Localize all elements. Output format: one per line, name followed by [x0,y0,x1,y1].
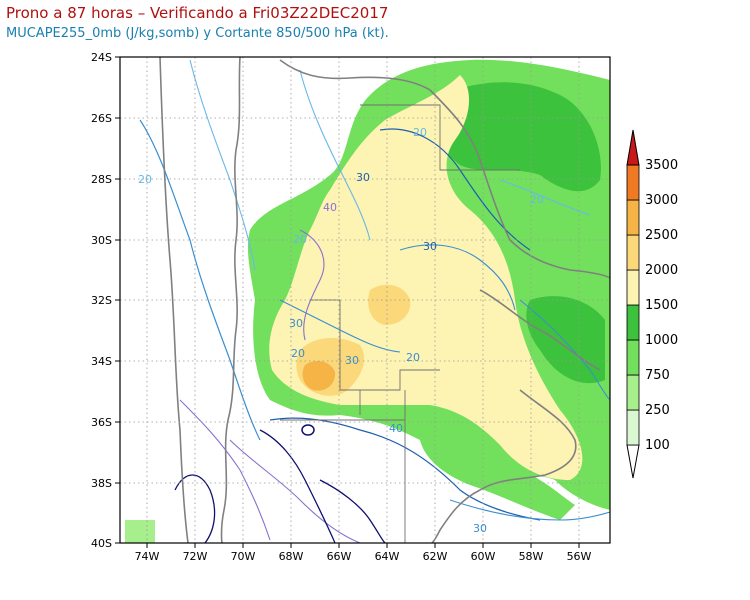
colorbar-label: 2000 [645,263,678,278]
map-title: Prono a 87 horas – Verificando a Fri03Z2… [6,4,389,22]
shear-contour-purple-3 [229,439,361,543]
colorbar-label: 1000 [645,333,678,348]
cape-region-green-south [420,440,575,520]
lon-label: 58W [519,550,544,563]
colorbar-labels: 100 250 750 1000 1500 2000 2500 3000 350… [645,158,678,453]
axis-ticks [115,56,580,548]
colorbar-label: 3500 [645,158,678,173]
contour-label: 20 [413,126,427,139]
shear-contour-navy-3 [319,479,386,543]
lat-label: 28S [91,173,112,186]
coast-chile [159,57,189,543]
colorbar-label: 3000 [645,193,678,208]
lat-label: 38S [91,477,112,490]
contour-label: 30 [289,317,303,330]
colorbar-swatch-750 [626,339,640,376]
lat-label: 30S [91,234,112,247]
lat-label: 32S [91,294,112,307]
colorbar-swatch-3000 [626,164,640,201]
border-north [279,59,431,91]
province-line-1 [360,104,520,171]
contour-label: 30 [423,240,437,253]
political-borders [159,57,610,543]
colorbar-label: 750 [645,368,670,383]
shear-contour-navy-ring [301,424,315,436]
lon-label: 62W [423,550,448,563]
province-borders [280,104,520,543]
shear-contour-3 [299,69,371,241]
contour-label: 20 [291,347,305,360]
shear-contour-8 [399,244,516,311]
lon-label: 72W [183,550,208,563]
colorbar-arrow-top [626,129,640,166]
lat-label: 34S [91,355,112,368]
lon-label: 68W [279,550,304,563]
colorbar-label: 2500 [645,228,678,243]
colorbar-swatch-100 [626,409,640,446]
contour-label: 40 [389,422,403,435]
colorbar-swatch-2500 [626,199,640,236]
shear-contour-purple-2 [299,229,325,341]
lon-label: 60W [471,550,496,563]
lat-labels: 24S 26S 28S 30S 32S 34S 36S 38S 40S [91,51,112,550]
colorbar-swatch-1000 [626,304,640,341]
shear-contour-purple-1 [179,399,271,541]
shear-contour-navy-1 [174,474,216,543]
lat-label: 24S [91,51,112,64]
colorbar-label: 100 [645,438,670,453]
lat-label: 36S [91,416,112,429]
shear-contour-10 [519,299,610,401]
shear-contours [139,59,610,543]
lon-label: 74W [135,550,160,563]
cape-region-lightgreen [125,520,155,543]
shear-contour-1 [139,119,261,441]
graticule [120,57,610,543]
contour-label: 20 [293,233,307,246]
map-subtitle: MUCAPE255_0mb (J/kg,somb) y Cortante 850… [6,26,389,41]
border-chile-argentina [220,57,241,543]
contour-label: 20 [406,351,420,364]
colorbar [626,129,640,479]
border-brazil-argentina [509,239,610,279]
cape-region-lightorange-2 [368,284,411,325]
contour-label: 30 [356,171,370,184]
contour-label: 20 [138,173,152,186]
cape-region-orange [302,360,336,391]
colorbar-arrow-bottom [626,444,640,479]
lon-label: 66W [327,550,352,563]
shear-contour-navy-2 [259,429,336,543]
coast-argentina [431,389,577,543]
colorbar-label: 250 [645,403,670,418]
lon-label: 64W [375,550,400,563]
contour-label: 20 [530,193,544,206]
colorbar-swatch-2000 [626,234,640,271]
border-uruguay-brazil [479,289,601,371]
contour-label: 30 [345,354,359,367]
colorbar-swatch-250 [626,374,640,411]
lat-label: 26S [91,112,112,125]
contour-labels: 20 20 30 20 40 30 30 20 30 20 20 40 30 [138,126,544,535]
contour-label: 40 [323,201,337,214]
contour-label: 30 [473,522,487,535]
cape-fill-layer [125,59,610,543]
shear-contour-6 [449,499,610,521]
colorbar-swatch-1500 [626,269,640,306]
colorbar-label: 1500 [645,298,678,313]
lon-labels: 74W 72W 70W 68W 66W 64W 62W 60W 58W 56W [135,550,592,563]
lon-label: 56W [567,550,592,563]
lon-label: 70W [231,550,256,563]
border-paraguay [429,89,511,241]
lat-label: 40S [91,537,112,550]
province-line-2 [339,300,440,391]
shear-contour-2 [189,59,256,271]
cape-region-green-dark [429,82,601,192]
shear-contour-9 [499,179,591,216]
